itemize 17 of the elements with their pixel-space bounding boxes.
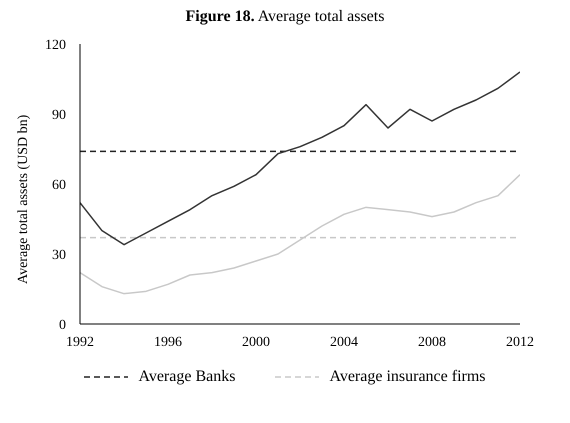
y-tick-label: 0 — [59, 318, 66, 333]
x-tick-label: 2004 — [330, 334, 358, 350]
y-tick-label: 60 — [52, 178, 66, 193]
y-tick-label: 90 — [52, 108, 66, 123]
y-axis-title: Average total assets (USD bn) — [16, 114, 31, 284]
y-tick-label: 120 — [45, 38, 66, 53]
x-tick-label: 2012 — [506, 334, 534, 350]
x-tick-label: 1992 — [66, 334, 94, 350]
legend-label: Average insurance firms — [329, 368, 486, 386]
x-tick-label: 2000 — [242, 334, 270, 350]
x-tick-label: 1996 — [154, 334, 182, 350]
line-series — [80, 71, 520, 246]
y-tick-label: 30 — [52, 248, 66, 263]
chart-title: Figure 18. Average total assets — [184, 8, 386, 27]
line-series — [80, 174, 520, 294]
legend-label: Average Banks — [138, 368, 236, 386]
x-tick-label: 2008 — [418, 334, 446, 350]
